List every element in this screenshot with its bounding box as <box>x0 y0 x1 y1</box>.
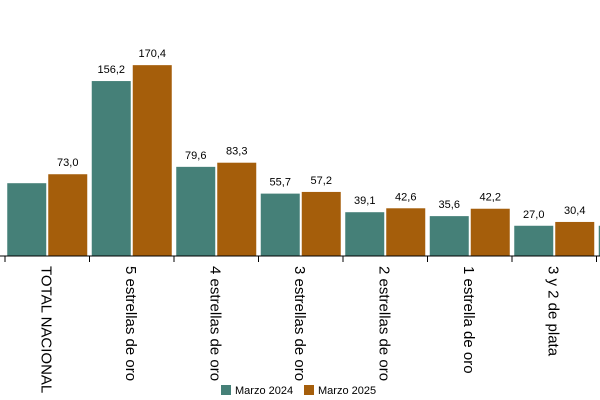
value-label: 42,6 <box>395 191 416 203</box>
legend-label-marzo-2025: Marzo 2025 <box>318 385 376 397</box>
legend: Marzo 2024 Marzo 2025 <box>221 385 376 397</box>
value-label: 79,6 <box>185 150 206 162</box>
legend-swatch-marzo-2024 <box>221 385 231 395</box>
bar-marzo-2025-2 <box>217 162 257 256</box>
x-ticks-layer <box>4 256 597 262</box>
bar-marzo-2025-1 <box>132 65 172 256</box>
category-label: 1 estrella de oro <box>460 266 477 374</box>
bar-marzo-2025-3 <box>301 191 341 256</box>
value-label: 30,4 <box>564 205 585 217</box>
bar-marzo-2025-4 <box>386 208 426 256</box>
category-label: 3 estrellas de oro <box>291 266 308 381</box>
bar-marzo-2025-5 <box>470 208 510 256</box>
category-label: 4 estrellas de oro <box>206 266 223 381</box>
bar-marzo-2024-0 <box>7 183 47 256</box>
value-labels-layer: 73,0 156,2 170,4 79,6 83,3 55,7 57,2 39,1 42,6 35… <box>57 48 585 221</box>
category-labels-layer: TOTAL NACIONAL 5 estrellas de oro 4 estrel… <box>37 266 561 393</box>
bar-marzo-2024-2 <box>176 166 216 256</box>
legend-label-marzo-2024: Marzo 2024 <box>235 385 293 397</box>
bar-marzo-2024-3 <box>260 193 300 256</box>
legend-swatch-marzo-2025 <box>304 385 314 395</box>
category-label: 5 estrellas de oro <box>122 266 139 381</box>
category-label: TOTAL NACIONAL <box>37 266 54 393</box>
bars-layer <box>7 65 600 256</box>
value-label: 27,0 <box>523 209 544 221</box>
category-label: 2 estrellas de oro <box>375 266 392 381</box>
bar-marzo-2025-6 <box>555 221 595 256</box>
bar-marzo-2024-5 <box>429 216 469 256</box>
value-label: 55,7 <box>270 177 291 189</box>
bar-marzo-2025-0 <box>48 174 88 256</box>
category-label: 3 y 2 de plata <box>544 266 561 357</box>
bar-marzo-2024-1 <box>91 81 131 256</box>
value-label: 156,2 <box>97 64 125 76</box>
value-label: 35,6 <box>439 199 460 211</box>
value-label: 83,3 <box>226 146 247 158</box>
bar-marzo-2024-7 <box>598 225 600 256</box>
value-label: 170,4 <box>138 48 166 60</box>
value-label: 57,2 <box>311 175 332 187</box>
bar-marzo-2024-6 <box>514 225 554 256</box>
value-label: 39,1 <box>354 195 375 207</box>
bar-marzo-2024-4 <box>345 212 385 256</box>
value-label: 73,0 <box>57 157 78 169</box>
value-label: 42,2 <box>480 192 501 204</box>
